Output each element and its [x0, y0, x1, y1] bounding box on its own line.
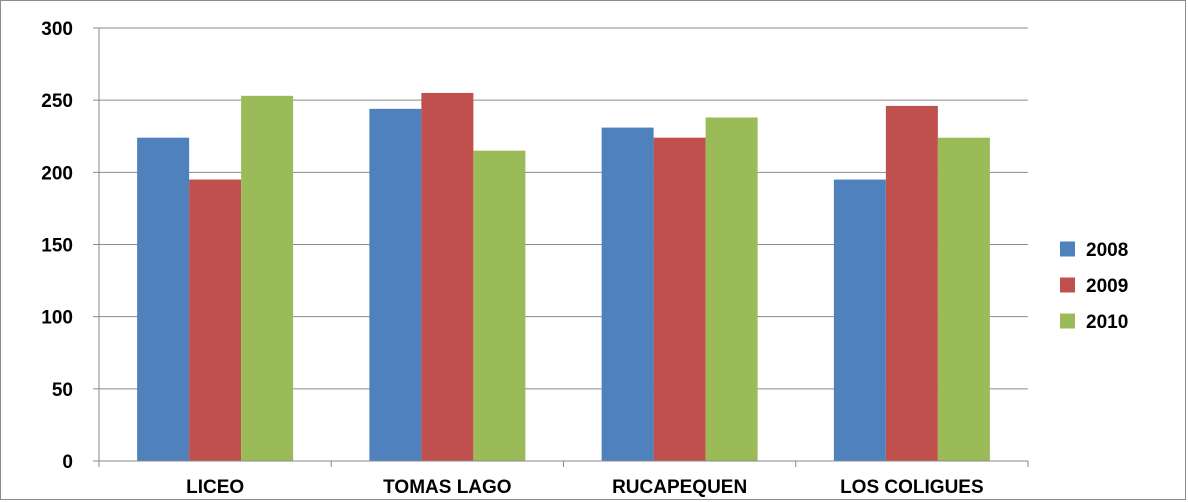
x-tick-label-los-coligues: LOS COLIGUES: [840, 477, 984, 498]
bar-liceo-2009: [189, 179, 242, 462]
bars: [137, 92, 990, 462]
legend-swatch-2009: [1060, 277, 1075, 293]
y-tick-label-0: 0: [62, 452, 73, 473]
x-axis-labels: LICEO TOMAS LAGO RUCAPEQUEN LOS COLIGUES: [186, 477, 984, 498]
bar-liceo-2010: [241, 95, 294, 461]
y-tick-label-100: 100: [41, 308, 73, 329]
legend: 2008 2009 2010: [1060, 240, 1128, 333]
x-tick-label-rucapequen: RUCAPEQUEN: [612, 477, 747, 498]
bar-rucapequen-2008: [601, 127, 654, 461]
x-tick-label-tomas-lago: TOMAS LAGO: [383, 477, 511, 498]
y-tick-label-250: 250: [41, 91, 73, 112]
y-axis-ticks: 0 50 100 150 200 250 300: [41, 19, 99, 473]
legend-label-2010: 2010: [1086, 312, 1128, 333]
bar-los-coligues-2009: [885, 105, 938, 461]
bar-los-coligues-2010: [937, 137, 990, 461]
legend-swatch-2008: [1060, 241, 1075, 257]
bar-los-coligues-2008: [833, 179, 886, 462]
bar-rucapequen-2010: [705, 117, 758, 461]
legend-label-2009: 2009: [1086, 276, 1128, 297]
axes: [98, 28, 1029, 467]
bar-liceo-2008: [137, 137, 190, 461]
y-tick-label-50: 50: [52, 380, 73, 401]
bar-tomas-lago-2008: [369, 108, 422, 462]
legend-label-2008: 2008: [1086, 240, 1128, 261]
y-tick-label-300: 300: [41, 19, 73, 40]
bar-rucapequen-2009: [653, 137, 706, 461]
legend-swatch-2010: [1060, 313, 1075, 329]
y-tick-label-200: 200: [41, 163, 73, 184]
bar-tomas-lago-2010: [473, 150, 526, 461]
bar-tomas-lago-2009: [421, 92, 474, 461]
x-tick-label-liceo: LICEO: [186, 477, 244, 498]
y-tick-label-150: 150: [41, 236, 73, 257]
